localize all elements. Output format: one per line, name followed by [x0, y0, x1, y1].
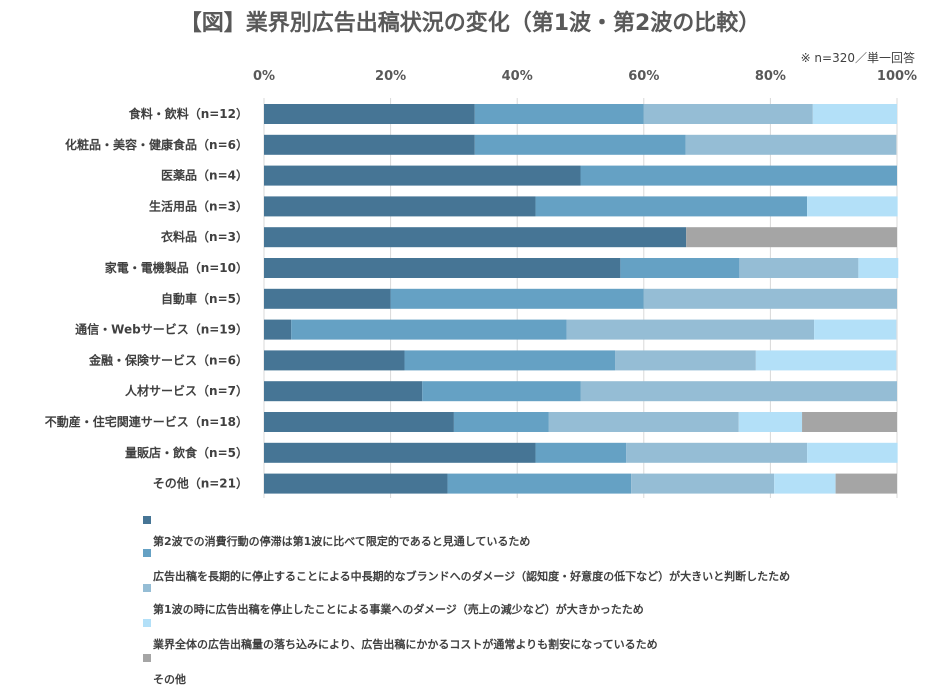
category-label: 衣料品（n=3） [161, 229, 248, 244]
bar-segment [643, 104, 813, 124]
bar-segment [739, 258, 859, 278]
category-label: 人材サービス（n=7） [125, 383, 248, 398]
bar-segment [548, 412, 739, 432]
bar-segment [686, 227, 897, 248]
bar-segment [264, 196, 536, 217]
bar-segment [447, 473, 632, 494]
bar-segment [626, 442, 808, 463]
bar-segment [264, 319, 292, 340]
legend-marker [143, 549, 151, 557]
bar-segment [264, 412, 454, 432]
x-tick-label: 100% [877, 69, 917, 84]
category-label: 家電・電機製品（n=10） [105, 260, 248, 275]
bar-segment [264, 288, 391, 309]
legend-marker [143, 654, 151, 662]
chart-title: 【図】業界別広告出稿状況の変化（第1波・第2波の比較） [180, 10, 761, 36]
bar-segment [535, 442, 627, 463]
bar-segment [453, 412, 549, 432]
legend-marker [143, 584, 151, 592]
bar-segment [264, 134, 475, 155]
x-tick-label: 20% [375, 69, 406, 84]
bar-segment [566, 319, 815, 340]
bar-segment [685, 134, 897, 155]
category-label: 食料・飲料（n=12） [128, 106, 248, 121]
bar-segment [774, 473, 836, 494]
bar-segment [631, 473, 775, 494]
bar-segment [812, 104, 897, 124]
bar-segment [835, 473, 897, 494]
bar-segment [474, 104, 644, 124]
legend-label: 第1波の時に広告出稿を停止したことによる事業へのダメージ（売上の減少など）が大き… [153, 602, 644, 616]
bar-segment [291, 319, 567, 340]
legend-label: 業界全体の広告出稿量の落ち込みにより、広告出稿にかかるコストが通常よりも割安にな… [152, 637, 658, 651]
bar-segment [264, 473, 448, 494]
x-tick-label: 80% [755, 69, 786, 84]
category-label: 化粧品・美容・健康食品（n=6） [65, 137, 248, 152]
bar-segment [264, 442, 536, 463]
bar-segment [535, 196, 808, 217]
x-tick-label: 60% [628, 69, 659, 84]
legend-label: 第2波での消費行動の停滞は第1波に比べて限定的であると見通しているため [153, 534, 530, 548]
bar-segment [814, 319, 897, 340]
category-label: 生活用品（n=3） [149, 198, 248, 213]
category-label: 医薬品（n=4） [161, 168, 248, 183]
bar-segment [620, 258, 740, 278]
bar-segment [643, 288, 897, 309]
sample-note: ※ n=320／単一回答 [801, 50, 915, 65]
bar-segment [802, 412, 897, 432]
category-label: 自動車（n=5） [161, 291, 248, 306]
bar-segment [580, 381, 897, 402]
bar-segment [264, 350, 405, 371]
bar-segment [807, 442, 898, 463]
bar-segment [807, 196, 898, 217]
bar-segment [390, 288, 644, 309]
category-label: 不動産・住宅関連サービス（n=18） [45, 414, 248, 429]
legend-label: その他 [153, 672, 186, 686]
category-label: 量販店・飲食（n=5） [125, 445, 248, 460]
bar-segment [264, 381, 423, 402]
bar-segment [264, 165, 581, 186]
bar-segment [580, 165, 897, 186]
x-tick-label: 0% [253, 69, 275, 84]
bar-segment [264, 104, 475, 124]
bar-segment [264, 258, 621, 278]
bar-segment [422, 381, 581, 402]
category-label: その他（n=21） [153, 476, 248, 491]
category-label: 金融・保険サービス（n=6） [88, 352, 248, 367]
x-tick-label: 40% [502, 69, 533, 84]
bar-segment [858, 258, 899, 278]
bar-segment [755, 350, 897, 371]
bar-segment [615, 350, 756, 371]
legend-label: 広告出稿を長期的に停止することによる中長期的なブランドへのダメージ（認知度・好意… [153, 569, 790, 583]
legend-marker [143, 619, 151, 627]
bar-segment [404, 350, 616, 371]
category-label: 通信・Webサービス（n=19） [75, 322, 248, 337]
bar-segment [474, 134, 686, 155]
bar-segment [738, 412, 803, 432]
bar-segment [264, 227, 687, 248]
legend-marker [143, 516, 151, 524]
